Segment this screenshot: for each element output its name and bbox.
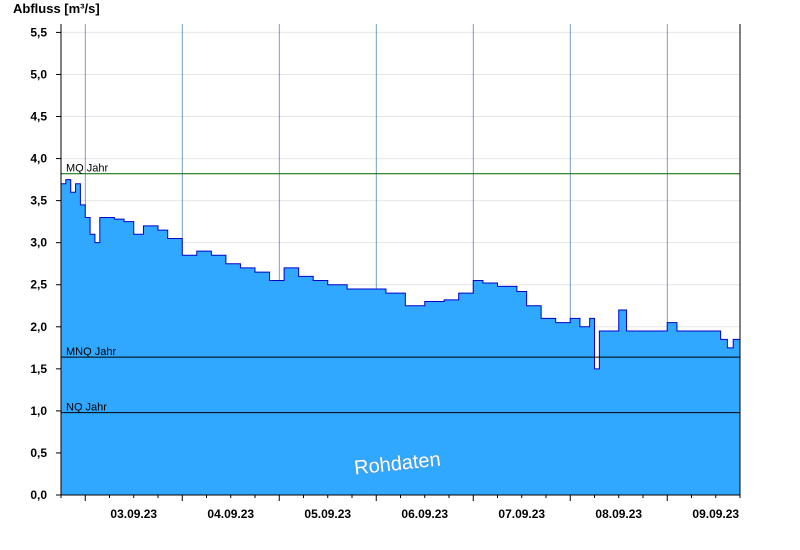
y-tick-label-0: 0,0 xyxy=(30,488,47,502)
reference-lines: MQ Jahr MNQ Jahr NQ Jahr xyxy=(61,163,740,414)
y-axis-title: Abfluss [m³/s] xyxy=(13,1,100,16)
ref-label-1: MNQ Jahr xyxy=(66,346,116,358)
x-tick-label-3: 06.09.23 xyxy=(401,507,448,521)
y-tick-label-2: 1,0 xyxy=(30,404,47,418)
x-tick-label-4: 07.09.23 xyxy=(498,507,545,521)
tick-labels: 0,0 0,5 1,0 1,5 2,0 2,5 3,0 3,5 4,0 4,5 5,0 5,5 03.0… xyxy=(30,25,739,521)
y-tick-label-5: 2,5 xyxy=(30,278,47,292)
x-tick-label-5: 08.09.23 xyxy=(595,507,642,521)
y-tick-label-10: 5,0 xyxy=(30,67,47,81)
y-tick-label-4: 2,0 xyxy=(30,320,47,334)
series-area xyxy=(61,179,741,496)
y-tick-label-1: 0,5 xyxy=(30,446,47,460)
axes xyxy=(56,24,741,501)
y-tick-label-11: 5,5 xyxy=(30,25,47,39)
y-tick-label-3: 1,5 xyxy=(30,362,47,376)
discharge-line xyxy=(61,179,741,370)
x-tick-label-0: 03.09.23 xyxy=(110,507,157,521)
ref-label-2: NQ Jahr xyxy=(66,402,107,414)
discharge-area xyxy=(61,179,740,496)
y-tick-label-6: 3,0 xyxy=(30,236,47,250)
x-tick-label-2: 05.09.23 xyxy=(304,507,351,521)
y-tick-label-9: 4,5 xyxy=(30,110,47,124)
ref-label-0: MQ Jahr xyxy=(66,163,109,175)
y-tick-label-7: 3,5 xyxy=(30,194,47,208)
y-tick-label-8: 4,0 xyxy=(30,152,47,166)
x-tick-label-1: 04.09.23 xyxy=(207,507,254,521)
x-tick-label-6: 09.09.23 xyxy=(692,507,739,521)
